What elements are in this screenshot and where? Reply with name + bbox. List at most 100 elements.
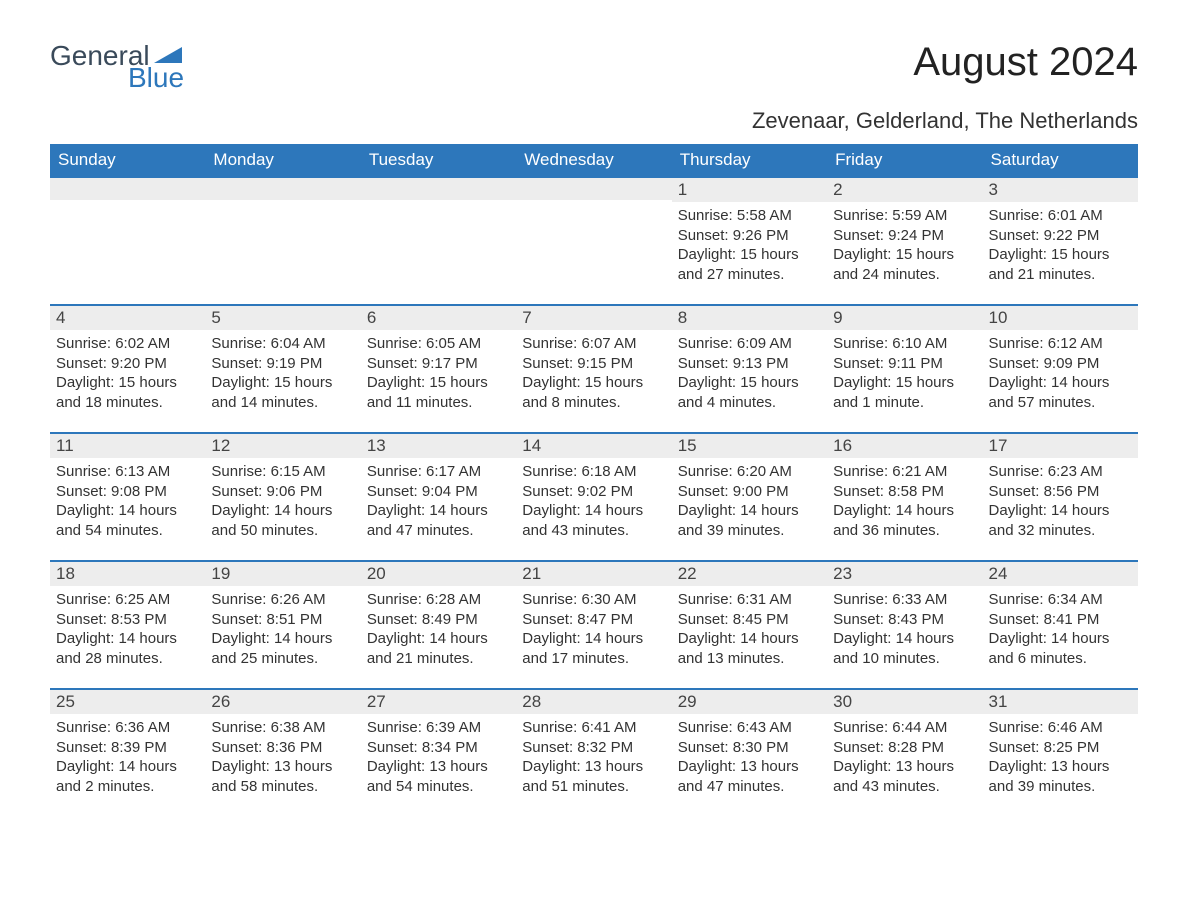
sunrise-text: Sunrise: 5:59 AM — [833, 206, 976, 226]
calendar: SundayMondayTuesdayWednesdayThursdayFrid… — [50, 144, 1138, 816]
day-body: Sunrise: 6:09 AMSunset: 9:13 PMDaylight:… — [672, 330, 827, 420]
sunset-text: Sunset: 9:02 PM — [522, 482, 665, 502]
day-number: 28 — [522, 692, 541, 711]
dow-header: Thursday — [672, 144, 827, 176]
sunset-text: Sunset: 8:49 PM — [367, 610, 510, 630]
daylight-text: Daylight: 15 hours and 21 minutes. — [989, 245, 1132, 284]
sunset-text: Sunset: 9:19 PM — [211, 354, 354, 374]
day-number-row: 3 — [983, 176, 1138, 202]
sunset-text: Sunset: 9:00 PM — [678, 482, 821, 502]
day-body: Sunrise: 6:25 AMSunset: 8:53 PMDaylight:… — [50, 586, 205, 676]
day-number: 2 — [833, 180, 842, 199]
day-body: Sunrise: 6:10 AMSunset: 9:11 PMDaylight:… — [827, 330, 982, 420]
sunset-text: Sunset: 9:15 PM — [522, 354, 665, 374]
sunrise-text: Sunrise: 6:33 AM — [833, 590, 976, 610]
daylight-text: Daylight: 14 hours and 17 minutes. — [522, 629, 665, 668]
day-body: Sunrise: 5:59 AMSunset: 9:24 PMDaylight:… — [827, 202, 982, 292]
sunset-text: Sunset: 8:56 PM — [989, 482, 1132, 502]
day-body: Sunrise: 6:30 AMSunset: 8:47 PMDaylight:… — [516, 586, 671, 676]
sunset-text: Sunset: 8:39 PM — [56, 738, 199, 758]
sunrise-text: Sunrise: 6:38 AM — [211, 718, 354, 738]
sunrise-text: Sunrise: 6:21 AM — [833, 462, 976, 482]
day-number-row: 5 — [205, 304, 360, 330]
sunrise-text: Sunrise: 6:30 AM — [522, 590, 665, 610]
day-number-row: 12 — [205, 432, 360, 458]
sunrise-text: Sunrise: 6:28 AM — [367, 590, 510, 610]
day-cell: 5Sunrise: 6:04 AMSunset: 9:19 PMDaylight… — [205, 304, 360, 432]
day-number-row: 29 — [672, 688, 827, 714]
day-number: 8 — [678, 308, 687, 327]
day-number: 27 — [367, 692, 386, 711]
dow-header: Sunday — [50, 144, 205, 176]
day-number-row: 7 — [516, 304, 671, 330]
day-number-row: 8 — [672, 304, 827, 330]
day-number-row: 27 — [361, 688, 516, 714]
day-number: 31 — [989, 692, 1008, 711]
day-number-row: 6 — [361, 304, 516, 330]
daylight-text: Daylight: 14 hours and 13 minutes. — [678, 629, 821, 668]
dow-header-row: SundayMondayTuesdayWednesdayThursdayFrid… — [50, 144, 1138, 176]
day-body: Sunrise: 6:44 AMSunset: 8:28 PMDaylight:… — [827, 714, 982, 804]
sunrise-text: Sunrise: 5:58 AM — [678, 206, 821, 226]
week-row: 4Sunrise: 6:02 AMSunset: 9:20 PMDaylight… — [50, 304, 1138, 432]
day-body: Sunrise: 6:20 AMSunset: 9:00 PMDaylight:… — [672, 458, 827, 548]
sunrise-text: Sunrise: 6:12 AM — [989, 334, 1132, 354]
sunrise-text: Sunrise: 6:02 AM — [56, 334, 199, 354]
day-number-row: 25 — [50, 688, 205, 714]
day-number-row — [361, 176, 516, 200]
sunrise-text: Sunrise: 6:17 AM — [367, 462, 510, 482]
day-body: Sunrise: 6:41 AMSunset: 8:32 PMDaylight:… — [516, 714, 671, 804]
sunset-text: Sunset: 8:53 PM — [56, 610, 199, 630]
day-cell: 21 Sunrise: 6:30 AMSunset: 8:47 PMDayligh… — [516, 560, 671, 688]
day-cell: 26Sunrise: 6:38 AMSunset: 8:36 PMDayligh… — [205, 688, 360, 816]
day-number: 17 — [989, 436, 1008, 455]
day-number-row — [50, 176, 205, 200]
sunset-text: Sunset: 9:26 PM — [678, 226, 821, 246]
day-cell — [205, 176, 360, 304]
day-number: 24 — [989, 564, 1008, 583]
day-body: Sunrise: 6:12 AMSunset: 9:09 PMDaylight:… — [983, 330, 1138, 420]
day-cell: 11Sunrise: 6:13 AMSunset: 9:08 PMDayligh… — [50, 432, 205, 560]
daylight-text: Daylight: 15 hours and 11 minutes. — [367, 373, 510, 412]
daylight-text: Daylight: 14 hours and 50 minutes. — [211, 501, 354, 540]
day-number-row: 13 — [361, 432, 516, 458]
day-number: 21 — [522, 564, 541, 583]
day-number: 16 — [833, 436, 852, 455]
day-cell: 9Sunrise: 6:10 AMSunset: 9:11 PMDaylight… — [827, 304, 982, 432]
day-number-row: 15 — [672, 432, 827, 458]
day-body: Sunrise: 6:01 AMSunset: 9:22 PMDaylight:… — [983, 202, 1138, 292]
sunset-text: Sunset: 8:28 PM — [833, 738, 976, 758]
daylight-text: Daylight: 15 hours and 24 minutes. — [833, 245, 976, 284]
daylight-text: Daylight: 13 hours and 39 minutes. — [989, 757, 1132, 796]
day-cell: 6Sunrise: 6:05 AMSunset: 9:17 PMDaylight… — [361, 304, 516, 432]
day-number: 6 — [367, 308, 376, 327]
daylight-text: Daylight: 13 hours and 51 minutes. — [522, 757, 665, 796]
sunset-text: Sunset: 8:25 PM — [989, 738, 1132, 758]
day-number-row: 1 — [672, 176, 827, 202]
daylight-text: Daylight: 14 hours and 32 minutes. — [989, 501, 1132, 540]
day-body: Sunrise: 6:26 AMSunset: 8:51 PMDaylight:… — [205, 586, 360, 676]
day-number-row: 23 — [827, 560, 982, 586]
sunset-text: Sunset: 8:36 PM — [211, 738, 354, 758]
sunset-text: Sunset: 9:06 PM — [211, 482, 354, 502]
day-number: 23 — [833, 564, 852, 583]
day-body: Sunrise: 6:18 AMSunset: 9:02 PMDaylight:… — [516, 458, 671, 548]
sunrise-text: Sunrise: 6:09 AM — [678, 334, 821, 354]
dow-header: Tuesday — [361, 144, 516, 176]
day-cell: 23Sunrise: 6:33 AMSunset: 8:43 PMDayligh… — [827, 560, 982, 688]
day-number: 12 — [211, 436, 230, 455]
daylight-text: Daylight: 14 hours and 10 minutes. — [833, 629, 976, 668]
sunrise-text: Sunrise: 6:10 AM — [833, 334, 976, 354]
day-number: 20 — [367, 564, 386, 583]
day-body: Sunrise: 5:58 AMSunset: 9:26 PMDaylight:… — [672, 202, 827, 292]
sunset-text: Sunset: 8:41 PM — [989, 610, 1132, 630]
daylight-text: Daylight: 15 hours and 18 minutes. — [56, 373, 199, 412]
daylight-text: Daylight: 13 hours and 58 minutes. — [211, 757, 354, 796]
day-number: 22 — [678, 564, 697, 583]
sunrise-text: Sunrise: 6:46 AM — [989, 718, 1132, 738]
dow-header: Friday — [827, 144, 982, 176]
location-subtitle: Zevenaar, Gelderland, The Netherlands — [50, 108, 1138, 134]
daylight-text: Daylight: 15 hours and 27 minutes. — [678, 245, 821, 284]
daylight-text: Daylight: 14 hours and 6 minutes. — [989, 629, 1132, 668]
day-cell: 16Sunrise: 6:21 AMSunset: 8:58 PMDayligh… — [827, 432, 982, 560]
